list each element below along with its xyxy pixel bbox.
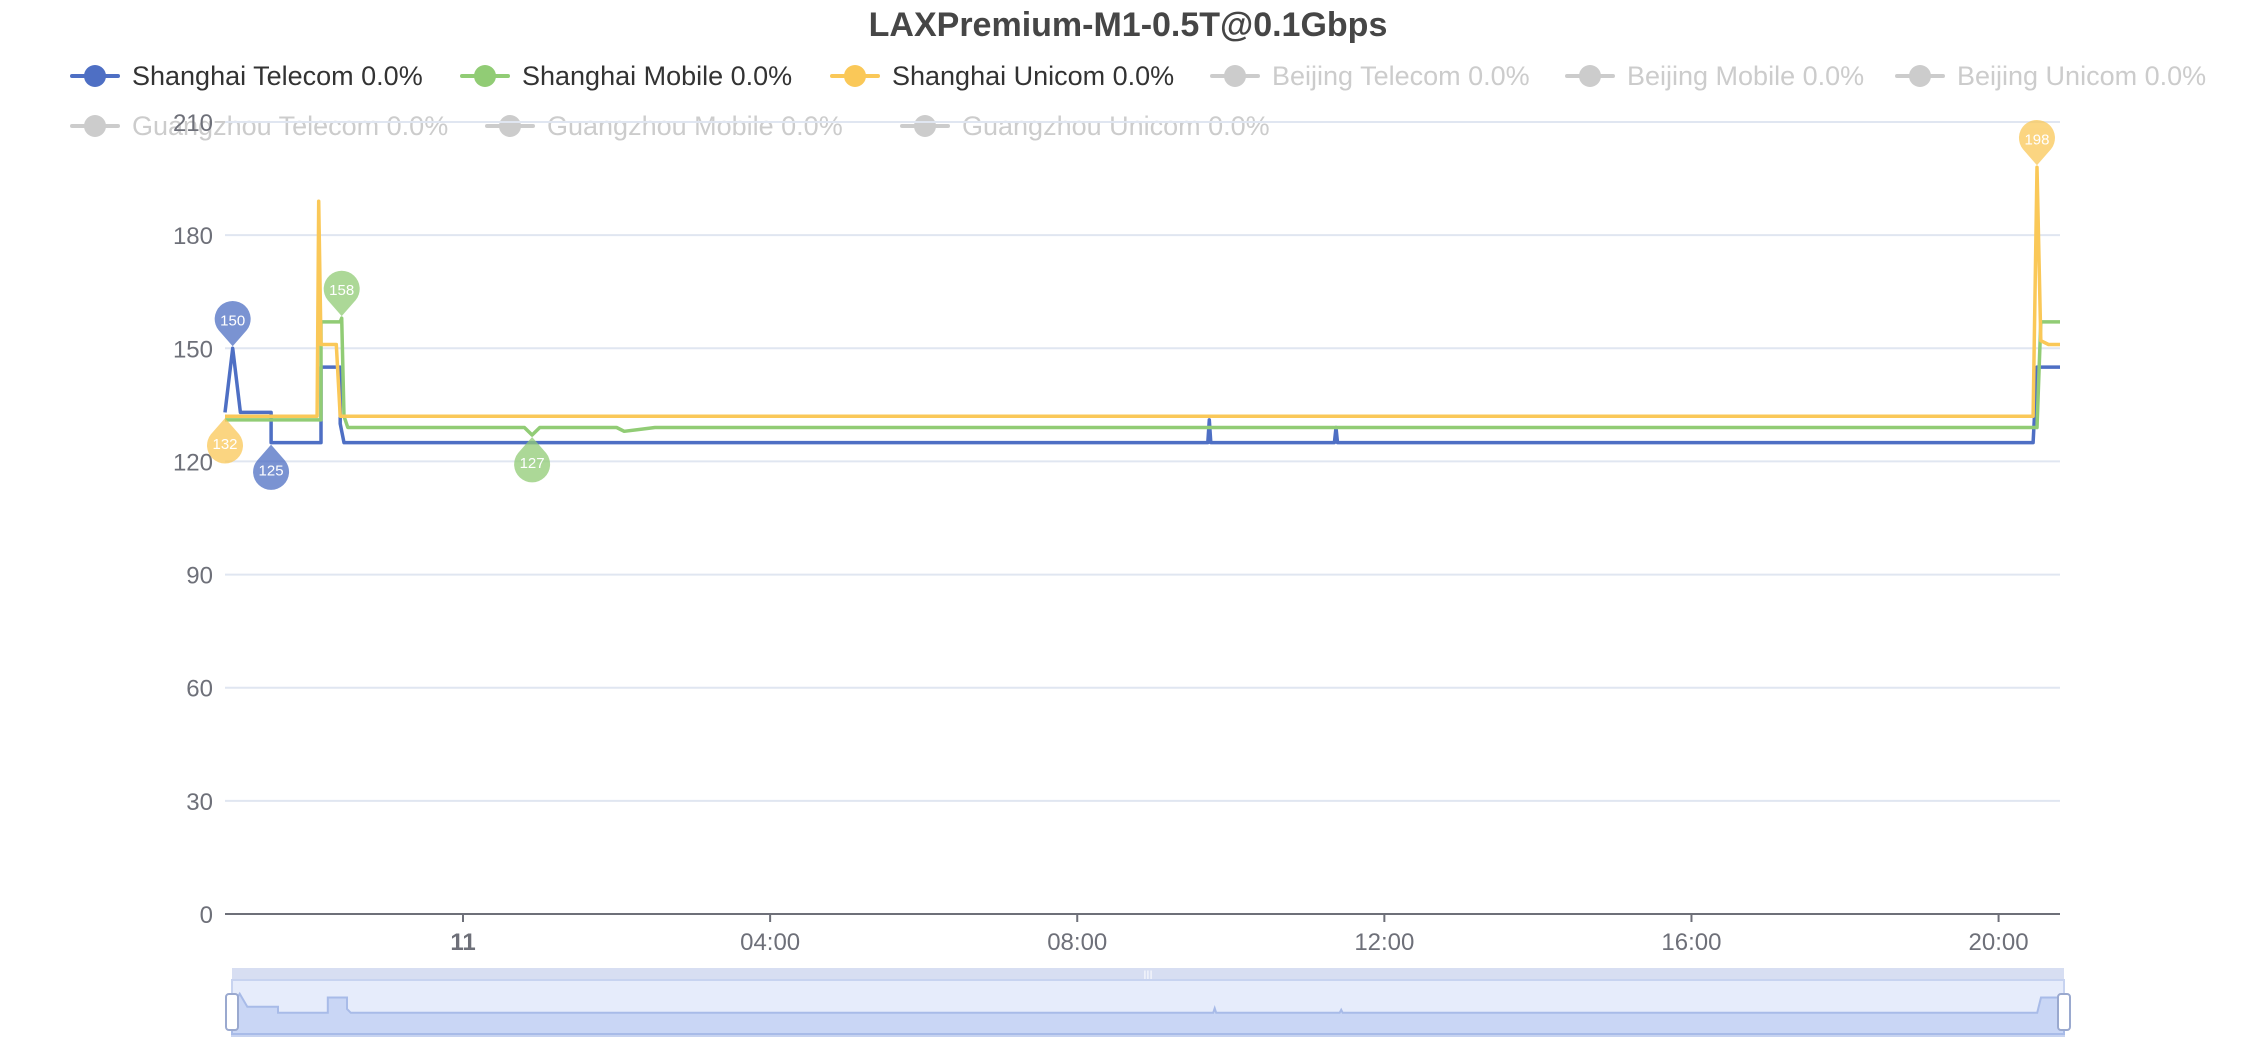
- legend-swatch-icon: [1895, 61, 1945, 91]
- marker-label: 132: [212, 436, 237, 453]
- x-tick-label: 12:00: [1354, 929, 1414, 956]
- legend-swatch-icon: [460, 61, 510, 91]
- x-tick-label: 16:00: [1661, 929, 1721, 956]
- x-tick-label: 11: [450, 929, 475, 956]
- datazoom-grip-icon: |||: [1143, 968, 1152, 982]
- marker-label: 198: [2024, 131, 2049, 148]
- legend-swatch-icon: [1565, 61, 1615, 91]
- marker-pin-shape: [323, 270, 360, 317]
- legend-item[interactable]: Beijing Unicom 0.0%: [1895, 56, 2206, 96]
- legend-label: Shanghai Mobile 0.0%: [522, 60, 793, 91]
- marker-pin[interactable]: 158: [323, 270, 360, 317]
- series-line[interactable]: [223, 346, 2060, 445]
- legend-swatch-icon: [1210, 61, 1260, 91]
- marker-label: 127: [520, 455, 545, 472]
- y-tick-label: 150: [173, 336, 213, 363]
- datazoom-move-handle[interactable]: [232, 968, 2064, 980]
- datazoom-left-handle[interactable]: [225, 993, 239, 1031]
- legend-item[interactable]: Beijing Mobile 0.0%: [1565, 56, 1864, 96]
- legend-swatch-icon: [70, 61, 120, 91]
- legend-label: Guangzhou Telecom 0.0%: [132, 110, 449, 141]
- legend-item[interactable]: Shanghai Telecom 0.0%: [70, 56, 423, 96]
- legend-item[interactable]: Shanghai Mobile 0.0%: [460, 56, 792, 96]
- legend-item[interactable]: Guangzhou Mobile 0.0%: [485, 106, 843, 146]
- legend-item[interactable]: Guangzhou Telecom 0.0%: [70, 106, 448, 146]
- y-tick-label: 120: [173, 449, 213, 476]
- legend-item[interactable]: Guangzhou Unicom 0.0%: [900, 106, 1270, 146]
- legend-label: Beijing Mobile 0.0%: [1627, 60, 1865, 91]
- marker-pin-shape: [214, 300, 251, 347]
- series-line[interactable]: [225, 165, 2060, 418]
- x-tick-label: 20:00: [1969, 929, 2029, 956]
- marker-label: 150: [220, 312, 245, 329]
- marker-pin[interactable]: 127: [514, 437, 551, 483]
- datazoom-right-handle[interactable]: [2057, 993, 2071, 1031]
- marker-pin-shape: [207, 418, 243, 464]
- legend-item[interactable]: Beijing Telecom 0.0%: [1210, 56, 1530, 96]
- marker-label: 158: [329, 282, 354, 299]
- marker-pin[interactable]: 125: [253, 444, 290, 490]
- legend-swatch-icon: [830, 61, 880, 91]
- marker-pin-shape: [514, 437, 551, 483]
- legend-label: Guangzhou Mobile 0.0%: [547, 110, 843, 141]
- marker-pin-shape: [2018, 119, 2055, 166]
- legend-label: Beijing Telecom 0.0%: [1272, 60, 1530, 91]
- chart-title: LAXPremium-M1-0.5T@0.1Gbps: [868, 6, 1388, 44]
- marker-label: 125: [259, 463, 284, 480]
- y-tick-label: 0: [200, 902, 213, 929]
- series-line[interactable]: [225, 316, 2060, 437]
- legend-swatch-icon: [70, 111, 120, 141]
- legend-label: Guangzhou Unicom 0.0%: [962, 110, 1270, 141]
- legend-label: Shanghai Unicom 0.0%: [892, 60, 1175, 91]
- legend-swatch-icon: [900, 111, 950, 141]
- marker-pin[interactable]: 150: [214, 300, 251, 347]
- y-tick-label: 90: [186, 563, 213, 590]
- y-tick-label: 180: [173, 223, 213, 250]
- marker-pin[interactable]: 132: [207, 418, 243, 464]
- x-tick-label: 08:00: [1047, 929, 1107, 956]
- y-tick-label: 30: [186, 789, 213, 816]
- legend-swatch-icon: [485, 111, 535, 141]
- y-tick-label: 60: [186, 676, 213, 703]
- marker-pin-shape: [253, 444, 290, 490]
- legend-label: Beijing Unicom 0.0%: [1957, 60, 2207, 91]
- marker-pin[interactable]: 198: [2018, 119, 2055, 166]
- legend-label: Shanghai Telecom 0.0%: [132, 60, 423, 91]
- legend-item[interactable]: Shanghai Unicom 0.0%: [830, 56, 1174, 96]
- datazoom-preview: [231, 991, 2065, 1035]
- x-tick-label: 04:00: [740, 929, 800, 956]
- y-tick-label: 210: [173, 110, 213, 137]
